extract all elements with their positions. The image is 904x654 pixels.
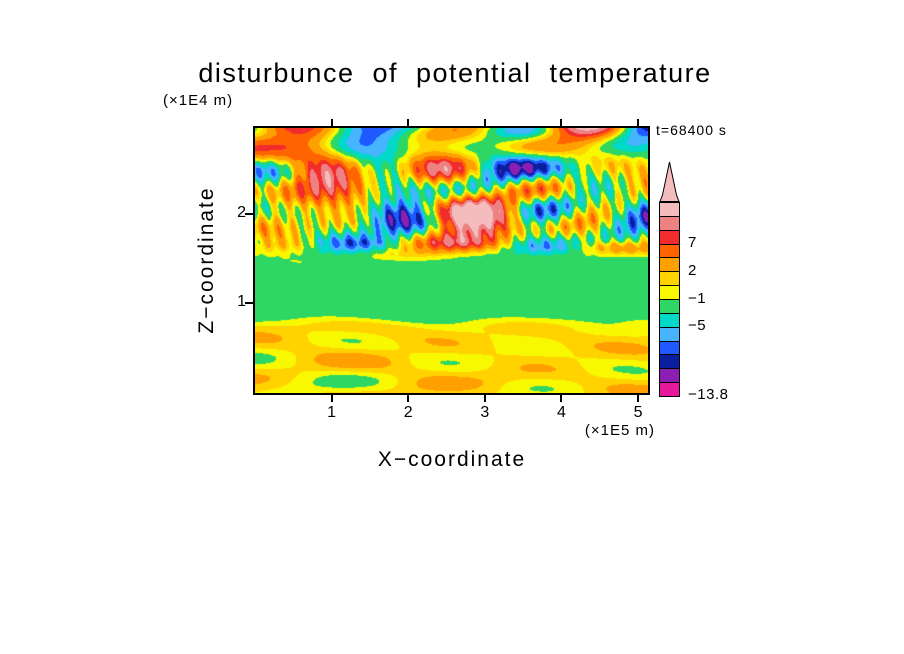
colorbar-segment — [660, 299, 679, 313]
colorbar-segment — [660, 243, 679, 258]
colorbar-label: −5 — [688, 317, 707, 335]
y-tick-mark — [245, 212, 253, 215]
colorbar-label: −13.8 — [688, 386, 729, 403]
x-tick-label: 3 — [480, 404, 490, 421]
x-tick-mark — [637, 395, 640, 402]
y-tick-mark — [245, 302, 253, 305]
y-axis-unit-label: (×1E4 m) — [163, 92, 234, 109]
colorbar-segment — [660, 354, 679, 369]
colorbar-segment — [660, 203, 679, 216]
x-tick-mark — [483, 395, 486, 402]
y-axis-title: Z−coordinate — [195, 186, 218, 334]
x-tick-label: 2 — [403, 404, 413, 421]
x-tick-mark — [560, 395, 563, 402]
colorbar-label: −1 — [688, 289, 707, 307]
chart-title: disturbunce of potential temperature — [198, 58, 712, 88]
x-tick-mark — [407, 395, 410, 402]
y-tick-label: 2 — [237, 203, 246, 221]
x-tick-mark-top — [483, 119, 486, 126]
colorbar-label: 2 — [688, 261, 697, 279]
x-tick-mark-top — [637, 119, 640, 126]
time-annotation: t=68400 s — [656, 122, 727, 138]
x-tick-mark — [330, 395, 333, 402]
colorbar-label: 7 — [688, 234, 697, 252]
colorbar-segment — [660, 326, 679, 341]
x-tick-label: 5 — [633, 404, 643, 421]
x-axis-title: X−coordinate — [377, 448, 527, 471]
contour-field — [255, 128, 648, 393]
x-tick-label: 1 — [327, 404, 337, 421]
x-tick-mark-top — [407, 119, 410, 126]
colorbar-segment — [660, 312, 679, 327]
colorbar-arrow-icon — [659, 161, 680, 202]
x-tick-label: 4 — [556, 404, 566, 421]
y-tick-label: 1 — [237, 293, 246, 311]
colorbar-scale — [659, 202, 680, 397]
colorbar-segment — [660, 340, 679, 355]
x-tick-mark-top — [560, 119, 563, 126]
x-tick-mark-top — [330, 119, 333, 126]
plot-frame — [253, 126, 650, 395]
x-axis-unit-label: (×1E5 m) — [584, 422, 655, 439]
colorbar-segment — [660, 257, 679, 272]
colorbar-segment — [660, 229, 679, 244]
colorbar-segment — [660, 271, 679, 286]
colorbar-segment — [660, 285, 679, 300]
colorbar-segment — [660, 215, 679, 230]
colorbar-segment — [660, 368, 679, 383]
colorbar-segment — [660, 382, 679, 397]
